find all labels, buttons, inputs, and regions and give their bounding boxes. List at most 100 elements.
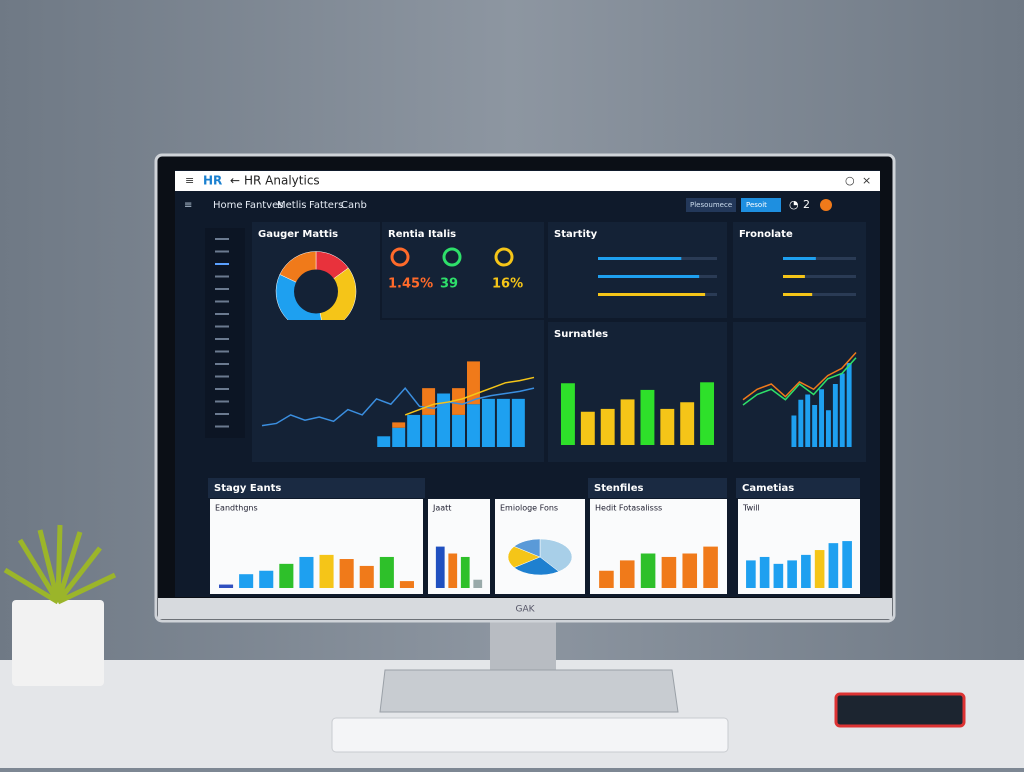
bar-segment: [825, 410, 831, 447]
primary-button[interactable]: [741, 198, 781, 212]
bar-segment: [407, 414, 421, 447]
section-header: [736, 478, 860, 498]
sidebar-item[interactable]: [215, 325, 229, 328]
bar: [460, 556, 470, 588]
bar: [399, 581, 414, 588]
close-button[interactable]: ×: [862, 174, 871, 187]
bar-segment: [392, 427, 406, 447]
bar: [560, 383, 575, 445]
sidebar-item[interactable]: [215, 300, 229, 303]
nav-item[interactable]: Fatters: [309, 200, 343, 211]
progress-track: [783, 257, 856, 260]
bar: [620, 399, 635, 445]
avatar[interactable]: [820, 199, 832, 211]
bar-segment: [392, 422, 406, 428]
bar: [801, 554, 811, 588]
bar: [359, 565, 374, 588]
notebook: [834, 692, 966, 728]
notification-icon[interactable]: ◔: [789, 198, 799, 211]
sidebar-item[interactable]: [215, 425, 229, 428]
sidebar-item[interactable]: [215, 388, 229, 390]
bar: [379, 556, 394, 588]
nav-item[interactable]: Fantves: [245, 200, 284, 211]
primary-button-label[interactable]: Pesoit: [746, 201, 767, 209]
menu-icon[interactable]: ≡: [185, 174, 194, 187]
sidebar-panel: [205, 228, 245, 438]
bar-segment: [832, 384, 838, 447]
bar-segment: [791, 415, 797, 447]
bar: [661, 556, 677, 588]
sidebar-item[interactable]: [215, 313, 229, 315]
section-title: Stagy Eants: [214, 483, 281, 494]
bar-segment: [805, 394, 811, 447]
bar: [842, 541, 852, 588]
bar: [787, 560, 797, 588]
bar: [279, 563, 294, 588]
sidebar: [205, 228, 245, 438]
bar: [473, 579, 483, 588]
bar: [703, 546, 718, 588]
bar: [600, 408, 615, 445]
card-title: Hedit Fotasalisss: [595, 504, 662, 513]
bar-segment: [452, 388, 465, 415]
side-menu-icon[interactable]: ≡: [184, 200, 192, 211]
kpi-ring: [442, 247, 462, 267]
stand-base: [379, 669, 679, 713]
bar-segment: [819, 389, 824, 447]
sidebar-item[interactable]: [215, 413, 229, 415]
bar: [319, 554, 334, 588]
sidebar-item[interactable]: [215, 288, 229, 290]
line-series: [742, 357, 857, 406]
bar: [680, 402, 695, 445]
bar-segment: [377, 436, 391, 447]
bar: [640, 389, 655, 445]
minimize-button[interactable]: ○: [845, 174, 855, 187]
panel-title: Rentia Italis: [388, 229, 456, 240]
progress-bar: [598, 257, 682, 260]
sidebar-item[interactable]: [215, 400, 229, 403]
nav-item[interactable]: Metlis: [277, 200, 306, 211]
nav-item[interactable]: Home: [213, 200, 243, 211]
bar-segment: [422, 414, 436, 447]
bar-segment: [511, 398, 525, 447]
panel-title: Fronolate: [739, 229, 793, 240]
kpi-value: 1.45%: [388, 277, 433, 292]
card-title: Twill: [742, 504, 760, 513]
kpi-ring: [390, 247, 410, 267]
sidebar-item[interactable]: [215, 338, 229, 340]
monitor-brand: GAK: [515, 605, 535, 615]
line-series: [404, 376, 535, 416]
line-series: [742, 351, 857, 401]
dropdown[interactable]: [686, 198, 736, 212]
panel-title: Surnatles: [554, 329, 608, 340]
bar-segment: [467, 361, 480, 405]
nav-item[interactable]: Canb: [341, 200, 367, 211]
sidebar-item[interactable]: [215, 275, 229, 278]
keyboard: [331, 717, 729, 753]
bar-segment: [467, 404, 480, 447]
title-bar: [175, 171, 880, 191]
sidebar-item[interactable]: [215, 238, 229, 240]
sidebar-item[interactable]: [215, 375, 229, 378]
bar: [828, 543, 839, 588]
pie-hole: [294, 269, 338, 314]
section-title: Stenfiles: [594, 483, 644, 494]
sidebar-item[interactable]: [215, 263, 229, 265]
progress-bar: [598, 293, 706, 296]
bar: [435, 546, 445, 588]
bar-segment: [496, 398, 510, 447]
sidebar-item[interactable]: [215, 350, 229, 353]
monitor-chin: [158, 598, 892, 619]
pie-slice: [507, 546, 541, 568]
sidebar-item[interactable]: [215, 363, 229, 365]
stand-neck: [490, 615, 556, 675]
dropdown-label[interactable]: Plesoumece: [690, 201, 732, 209]
kpi-value: 16%: [492, 277, 523, 292]
bar: [239, 574, 254, 588]
bar: [299, 556, 314, 588]
panel: [548, 222, 727, 318]
back-arrow[interactable]: ←: [230, 174, 240, 188]
plant: [3, 524, 117, 605]
bar: [619, 560, 635, 588]
sidebar-item[interactable]: [215, 250, 229, 253]
